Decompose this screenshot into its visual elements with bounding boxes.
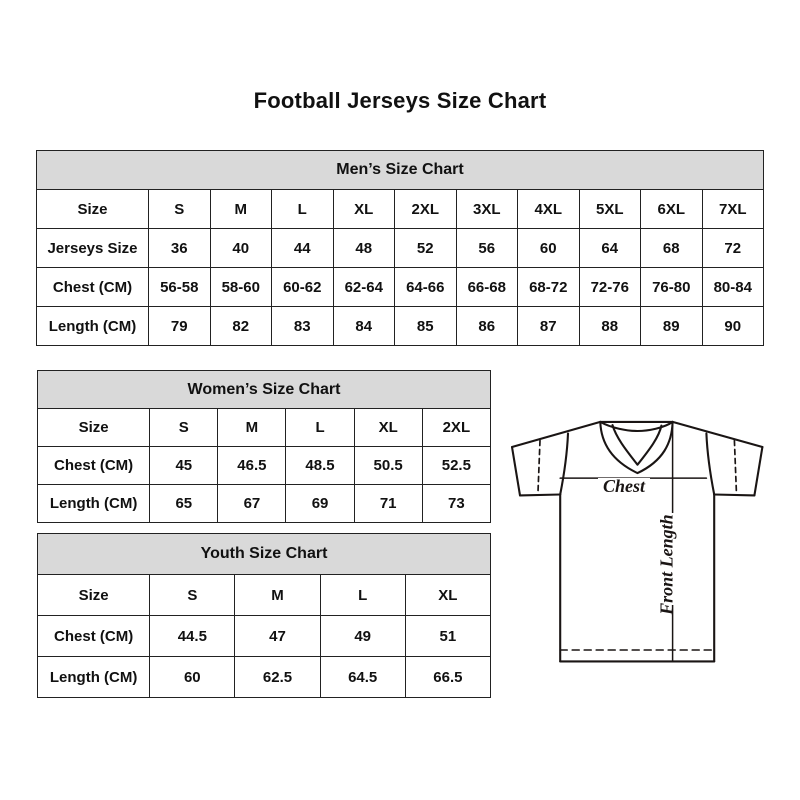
- svg-text:Chest: Chest: [603, 476, 646, 496]
- svg-text:Front Length: Front Length: [657, 514, 677, 616]
